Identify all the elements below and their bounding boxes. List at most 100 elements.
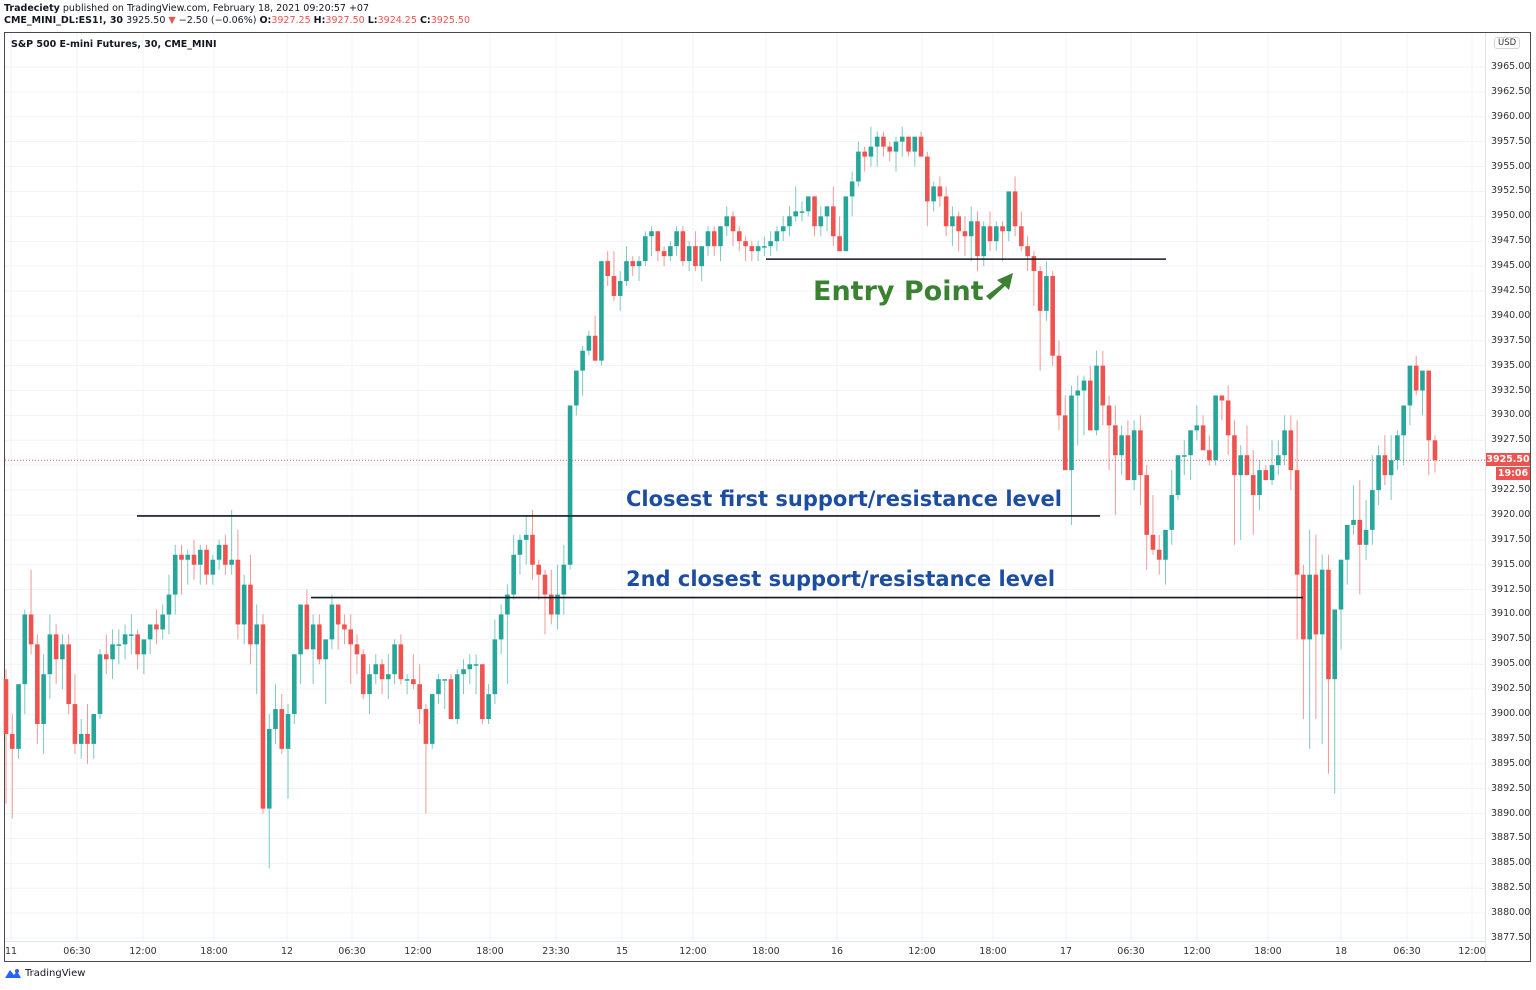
candle xyxy=(185,549,191,585)
candle-body xyxy=(1376,455,1381,491)
time-tick-label: 18:00 xyxy=(752,946,780,957)
candle xyxy=(956,211,961,252)
candle xyxy=(642,231,648,267)
symbol-label: CME_MINI_DL:ES1!, 30 xyxy=(4,15,124,26)
candle xyxy=(1012,176,1018,237)
candle-body xyxy=(454,674,460,720)
candle-body xyxy=(28,614,34,645)
candle xyxy=(1181,440,1187,476)
candle xyxy=(1382,435,1388,486)
candle xyxy=(768,231,773,257)
time-axis-divider xyxy=(5,941,1485,942)
candle-body xyxy=(448,679,454,720)
time-tick-label: 12:00 xyxy=(1458,946,1486,957)
candle xyxy=(868,126,874,167)
open-label: O: xyxy=(259,15,272,26)
candle-body xyxy=(1288,430,1294,471)
candle xyxy=(655,231,661,262)
candle-body xyxy=(122,634,128,645)
candle-body xyxy=(605,261,610,277)
candle xyxy=(893,136,899,172)
candle-body xyxy=(730,216,736,232)
published-text: published on TradingView.com, February 1… xyxy=(62,3,370,14)
candle-body xyxy=(210,559,216,575)
candle-body xyxy=(1019,226,1024,247)
candle xyxy=(843,196,849,252)
candle-body xyxy=(285,714,291,749)
candle-body xyxy=(1144,475,1149,535)
candle-body xyxy=(1119,435,1124,456)
candle-body xyxy=(1031,256,1037,272)
symbol-info: CME_MINI_DL:ES1!, 30 3925.50 ▼ −2.50 (−0… xyxy=(4,15,470,27)
currency-badge[interactable]: USD xyxy=(1494,37,1521,49)
candle xyxy=(467,654,473,685)
candle xyxy=(66,634,71,715)
candle xyxy=(317,614,322,665)
candle-body xyxy=(1062,415,1068,471)
candle-body xyxy=(705,231,711,247)
candle xyxy=(298,604,303,685)
candle-body xyxy=(379,664,385,680)
footer-brand[interactable]: TradingView xyxy=(4,967,85,979)
candle xyxy=(1050,271,1055,366)
candle-body xyxy=(674,231,679,247)
candle xyxy=(699,246,704,282)
candle xyxy=(818,206,824,237)
candle-body xyxy=(1238,455,1244,476)
price-tick-label: 3892.50 xyxy=(1491,782,1531,794)
second-sr-annotation: 2nd closest support/resistance level xyxy=(626,567,1056,591)
candle-body xyxy=(774,231,780,242)
candle xyxy=(310,614,316,685)
entry-arrow-icon xyxy=(986,273,1013,300)
candle-body xyxy=(956,216,961,232)
candle xyxy=(110,629,115,680)
candle xyxy=(473,654,479,695)
candle-body xyxy=(1269,465,1275,481)
candle-body xyxy=(536,564,542,575)
candle-body xyxy=(950,216,955,227)
candle-body xyxy=(35,644,40,724)
candle xyxy=(210,554,216,585)
close-label: C: xyxy=(419,15,431,26)
candle xyxy=(1420,370,1425,416)
price-tick-label: 3940.00 xyxy=(1491,309,1531,321)
candle-body xyxy=(1037,271,1043,311)
time-tick-label: 18 xyxy=(1334,946,1348,957)
time-tick-label: 15 xyxy=(615,946,629,957)
candle xyxy=(511,534,516,600)
candle xyxy=(599,261,604,366)
time-tick-label: 12:00 xyxy=(404,946,432,957)
candle-body xyxy=(1113,425,1118,456)
candle-body xyxy=(856,151,861,182)
candle-body xyxy=(279,709,285,749)
candle-body xyxy=(542,574,548,595)
candle xyxy=(141,639,147,675)
candle xyxy=(248,554,253,665)
candle-body xyxy=(868,146,874,157)
candle-body xyxy=(630,261,636,267)
last-value: 3925.50 xyxy=(126,15,166,26)
candle-body xyxy=(1332,609,1338,680)
candle-body xyxy=(993,226,999,242)
candle-body xyxy=(3,679,9,734)
candle xyxy=(235,529,241,640)
candle-body xyxy=(417,684,422,710)
candle-body xyxy=(9,733,15,749)
candle-body xyxy=(1232,435,1237,476)
candle-body xyxy=(292,654,297,715)
candle xyxy=(191,539,197,580)
candle-body xyxy=(780,226,786,232)
time-tick-label: 18:00 xyxy=(1254,946,1282,957)
candle xyxy=(1395,430,1400,471)
candle xyxy=(711,226,717,257)
candle-body xyxy=(1169,495,1175,530)
candle-body xyxy=(411,679,416,685)
candle-body xyxy=(1307,574,1312,640)
candle xyxy=(874,131,880,167)
down-arrow-icon: ▼ xyxy=(168,15,176,26)
candle xyxy=(116,629,122,665)
candle-body xyxy=(523,534,529,540)
candle xyxy=(793,186,799,222)
candle-body xyxy=(737,231,742,242)
